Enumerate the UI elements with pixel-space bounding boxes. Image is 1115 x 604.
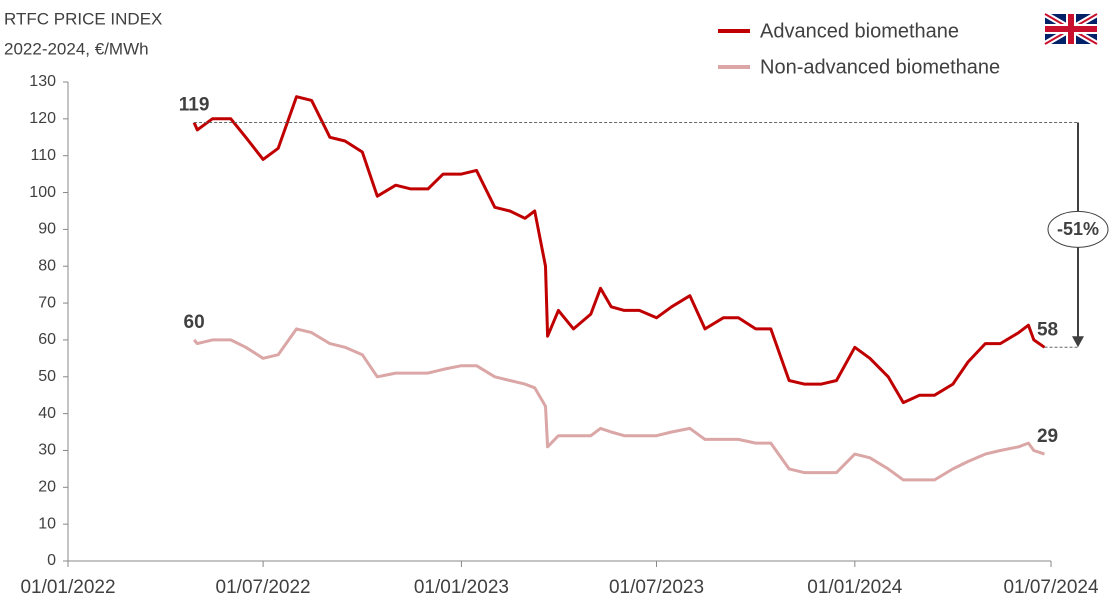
x-tick-label: 01/07/2023 xyxy=(609,577,704,598)
end-value-label: 29 xyxy=(1037,426,1058,447)
legend-label: Non-advanced biomethane xyxy=(760,56,1000,78)
y-tick-label: 80 xyxy=(38,257,56,274)
y-tick-label: 40 xyxy=(38,405,56,422)
y-tick-label: 10 xyxy=(38,515,56,532)
y-tick-label: 120 xyxy=(29,110,56,127)
x-tick-label: 01/07/2024 xyxy=(1003,577,1099,598)
y-tick-label: 0 xyxy=(47,552,56,569)
y-tick-label: 100 xyxy=(29,184,56,201)
end-value-label: 58 xyxy=(1037,319,1058,340)
legend-label: Advanced biomethane xyxy=(760,20,959,42)
y-tick-label: 50 xyxy=(38,368,56,385)
y-tick-label: 110 xyxy=(30,147,56,164)
x-tick-label: 01/01/2024 xyxy=(807,577,903,598)
y-tick-label: 20 xyxy=(38,479,56,496)
y-tick-label: 90 xyxy=(38,221,56,238)
x-tick-label: 01/01/2022 xyxy=(20,577,115,598)
chart-title: RTFC PRICE INDEX xyxy=(4,9,162,28)
series-line xyxy=(192,327,1045,482)
y-tick-label: 30 xyxy=(38,442,56,459)
annotation-label: -51% xyxy=(1057,219,1099,239)
annotation-bubble xyxy=(1047,210,1109,248)
y-tick-label: 130 xyxy=(29,73,56,90)
start-value-label: 60 xyxy=(184,312,205,333)
series-line xyxy=(192,95,1046,405)
y-tick-label: 70 xyxy=(38,294,56,311)
arrow-head xyxy=(1072,336,1084,348)
y-tick-label: 60 xyxy=(38,331,56,348)
start-value-label: 119 xyxy=(179,95,210,116)
chart-subtitle: 2022-2024, €/MWh xyxy=(4,39,149,58)
uk-flag xyxy=(1043,11,1099,47)
x-tick-label: 01/07/2022 xyxy=(216,577,311,598)
x-tick-label: 01/01/2023 xyxy=(414,577,509,598)
